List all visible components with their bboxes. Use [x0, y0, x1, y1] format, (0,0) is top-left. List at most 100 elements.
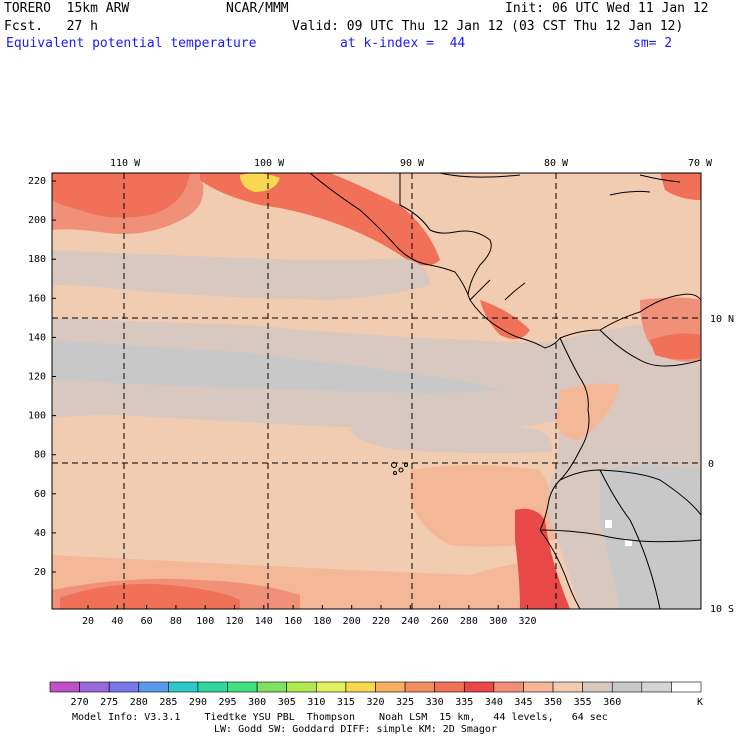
colorbar-swatch — [641, 681, 672, 693]
field-grey-core — [52, 340, 500, 394]
colorbar-label: 335 — [455, 697, 473, 708]
y-tick-label: 20 — [34, 567, 46, 578]
field-hotspot — [240, 173, 280, 192]
x-tick-label: 80 — [170, 616, 182, 627]
field-venezuela-hot — [650, 333, 700, 360]
field-colombia-warm — [555, 383, 620, 440]
colorbar-swatch — [168, 681, 199, 693]
field-land-grey-dark — [600, 465, 701, 609]
colorbar-swatch — [671, 681, 702, 693]
x-tick-label: 300 — [489, 616, 507, 627]
valid-time: Valid: 09 UTC Thu 12 Jan 12 (03 CST Thu … — [292, 19, 684, 34]
colorbar-label: 270 — [71, 697, 89, 708]
colorbar-swatch — [108, 681, 140, 693]
lon-label-90w: 90 W — [400, 158, 425, 169]
colorbar-swatch — [316, 681, 347, 693]
y-tick-label: 120 — [28, 372, 46, 383]
lat-label-10n: 10 N — [710, 314, 734, 325]
colorbar-unit: K — [697, 697, 703, 708]
center-name: NCAR/MMM — [226, 1, 289, 16]
x-tick-label: 320 — [518, 616, 536, 627]
colorbar-label: 300 — [248, 697, 266, 708]
x-tick-label: 200 — [343, 616, 361, 627]
lon-label-110w: 110 W — [110, 158, 141, 169]
model-info-line-1: Model Info: V3.3.1 Tiedtke YSU PBL Thomp… — [72, 712, 608, 723]
colorbar-swatch — [493, 681, 524, 693]
y-axis: 220 200 180 160 140 120 100 80 60 40 20 — [28, 176, 56, 578]
field-cold-spots — [605, 520, 632, 546]
field-caribbean-hot — [660, 173, 701, 200]
y-tick-label: 100 — [28, 411, 46, 422]
colorbar-swatch — [523, 681, 554, 693]
colorbar-label: 355 — [574, 697, 592, 708]
x-tick-label: 240 — [401, 616, 419, 627]
colorbar-label: 360 — [603, 697, 621, 708]
model-name: TORERO 15km ARW — [4, 1, 130, 16]
field-costa-rica — [480, 300, 530, 339]
y-tick-label: 40 — [34, 528, 46, 539]
y-tick-label: 80 — [34, 450, 46, 461]
colorbar-label: 330 — [426, 697, 444, 708]
x-tick-label: 160 — [284, 616, 302, 627]
plot-frame — [51, 172, 702, 610]
model-info-line-2: LW: Godd SW: Goddard DIFF: simple KM: 2D… — [214, 724, 497, 735]
forecast-hour: Fcst. 27 h — [4, 19, 98, 34]
field-mexico-coast — [200, 173, 440, 266]
colorbar-label: 275 — [100, 697, 118, 708]
colorbar-swatch — [463, 681, 495, 693]
colorbar-label: 315 — [337, 697, 355, 708]
colorbar-label: 320 — [366, 697, 384, 708]
colorbar-swatch — [227, 681, 258, 693]
colorbar: 270 275 280 285 290 295 300 305 310 315 320 325 330 3… — [49, 681, 702, 708]
colorbar-swatch — [79, 681, 110, 693]
lon-label-80w: 80 W — [544, 158, 569, 169]
colorbar-swatch — [404, 681, 435, 693]
y-tick-label: 220 — [28, 176, 46, 187]
x-tick-label: 140 — [255, 616, 273, 627]
colorbar-label: 295 — [219, 697, 237, 708]
x-tick-label: 180 — [313, 616, 331, 627]
colorbar-swatch — [611, 681, 643, 693]
field-grey-band-1 — [52, 250, 430, 300]
colorbar-label: 285 — [159, 697, 177, 708]
colorbar-swatch — [286, 681, 317, 693]
lon-label-100w: 100 W — [254, 158, 285, 169]
map-field — [52, 173, 701, 609]
x-tick-label: 280 — [460, 616, 478, 627]
colorbar-label: 310 — [307, 697, 325, 708]
x-tick-label: 100 — [196, 616, 214, 627]
x-tick-label: 220 — [372, 616, 390, 627]
x-tick-label: 260 — [431, 616, 449, 627]
colorbar-swatch — [256, 681, 288, 693]
y-tick-label: 140 — [28, 332, 46, 343]
colorbar-label: 280 — [130, 697, 148, 708]
x-tick-label: 60 — [141, 616, 153, 627]
x-tick-label: 120 — [225, 616, 243, 627]
coastlines — [309, 173, 701, 609]
x-axis: 20 40 60 80 100 120 140 160 180 200 220 240 260 280 30… — [82, 605, 537, 627]
colorbar-swatch — [434, 681, 465, 693]
x-tick-label: 20 — [82, 616, 94, 627]
y-tick-label: 60 — [34, 489, 46, 500]
latlon-grid — [52, 173, 701, 609]
colorbar-label: 340 — [485, 697, 503, 708]
field-north-hot — [52, 173, 190, 218]
colorbar-label: 345 — [514, 697, 532, 708]
y-tick-label: 160 — [28, 293, 46, 304]
colorbar-swatch — [582, 681, 613, 693]
colorbar-label: 305 — [278, 697, 296, 708]
field-grey-band-3 — [350, 410, 553, 454]
init-time: Init: 06 UTC Wed 11 Jan 12 — [505, 1, 709, 16]
colorbar-swatch — [138, 681, 169, 693]
lon-label-70w: 70 W — [688, 158, 713, 169]
lat-label-10s: 10 S — [710, 604, 734, 615]
k-index: at k-index = 44 — [340, 36, 466, 51]
colorbar-label: 350 — [544, 697, 562, 708]
field-name: Equivalent potential temperature — [6, 36, 257, 51]
y-tick-label: 200 — [28, 215, 46, 226]
colorbar-swatch — [375, 681, 406, 693]
lat-label-0: 0 — [708, 459, 714, 470]
x-tick-label: 40 — [111, 616, 123, 627]
colorbar-swatch — [49, 681, 80, 693]
